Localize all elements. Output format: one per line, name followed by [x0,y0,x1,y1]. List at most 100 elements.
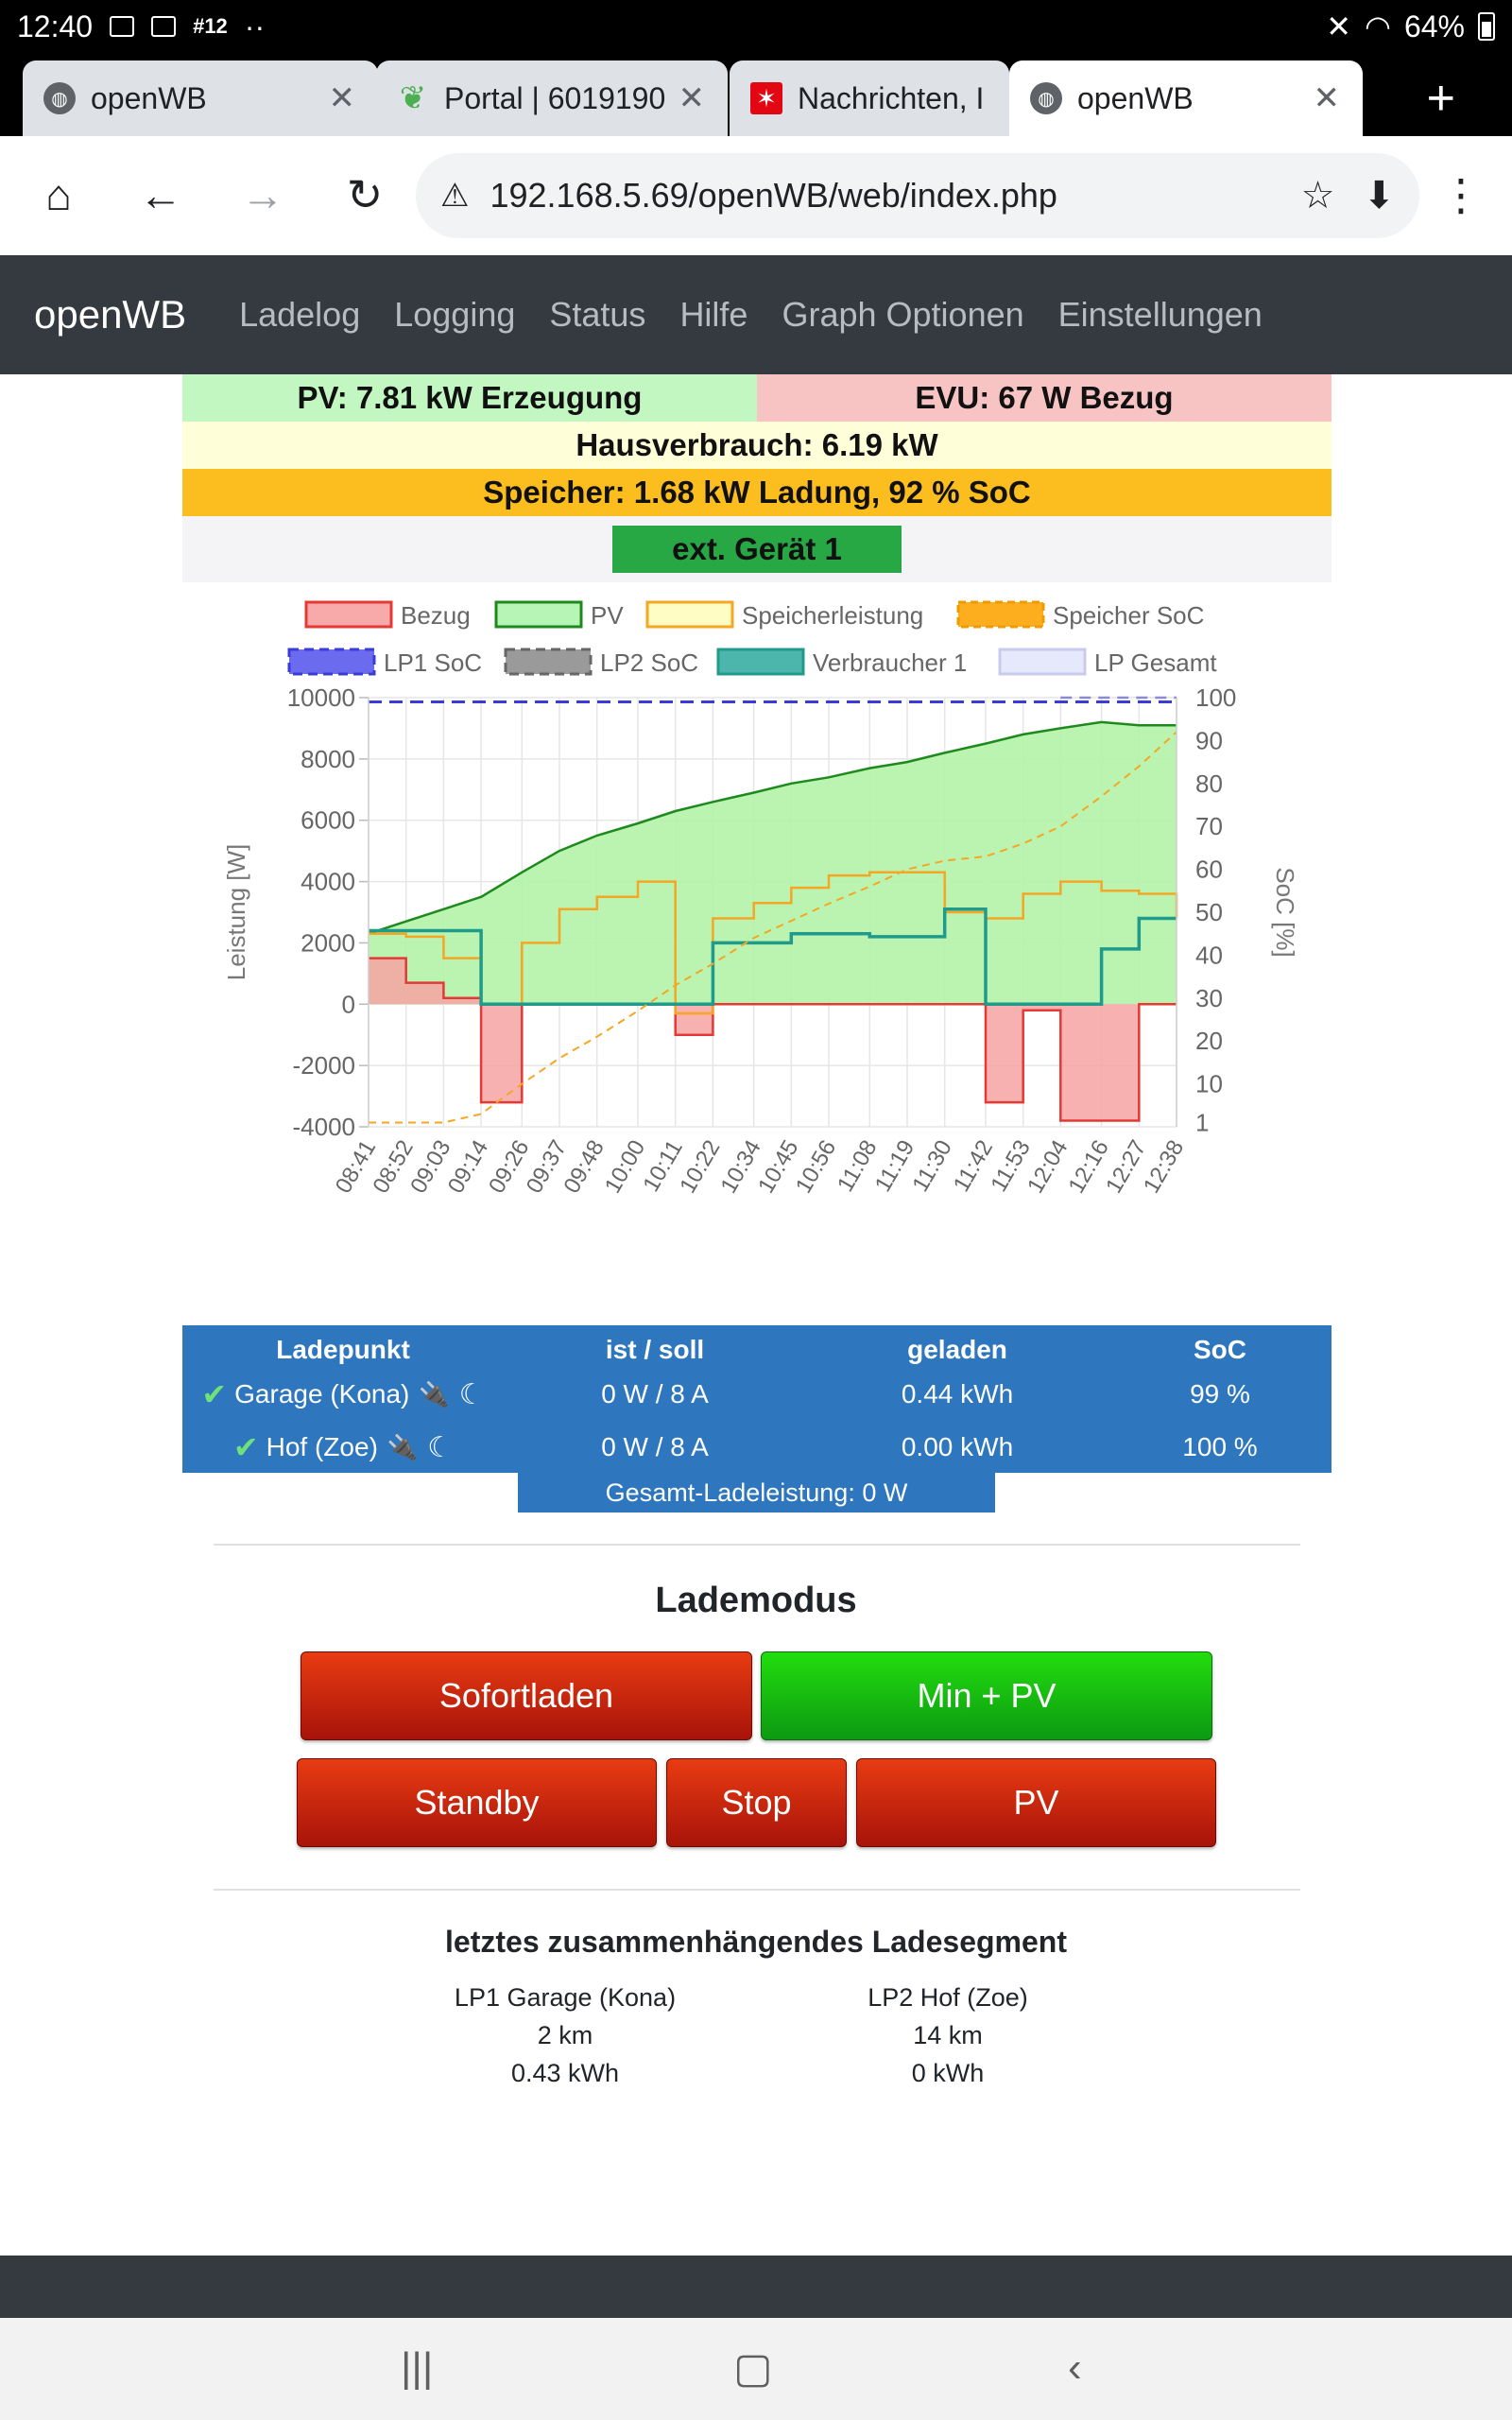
menu-dots-icon[interactable]: ⋮ [1439,170,1483,219]
segment-lp1-name: LP1 Garage (Kona) [454,1983,677,2012]
header-ist-soll: ist / soll [605,1335,705,1364]
back-arrow-icon[interactable]: ← [139,170,182,219]
table-row[interactable]: ✔ Garage (Kona) 🔌 ☾ 0 W / 8 A 0.44 kWh 9… [182,1372,1332,1417]
forward-arrow-icon[interactable]: → [241,170,284,219]
segment-lp2-km: 14 km [913,2021,983,2049]
divider [214,1544,1300,1546]
segment-lp2-kwh: 0 kWh [911,2059,985,2087]
browser-tab-strip: ◍ openWB ✕ ❦ Portal | 6019190 ✕ ✶ Nachri… [0,53,1512,136]
tab-portal[interactable]: ❦ Portal | 6019190 ✕ [376,60,728,136]
notification-count: #12 [193,14,228,38]
nav-hilfe[interactable]: Hilfe [679,295,748,334]
table-row[interactable]: ✔ Hof (Zoe) 🔌 ☾ 0 W / 8 A 0.00 kWh 100 % [182,1425,1332,1470]
plug-icon: 🔌 [387,1432,419,1461]
y2-tick-label: 40 [1195,941,1223,969]
lp-name-cell[interactable]: ✔ Hof (Zoe) 🔌 ☾ [182,1425,504,1470]
y-tick-label: 6000 [301,806,355,835]
nav-logging[interactable]: Logging [394,295,516,334]
standby-button[interactable]: Standby [297,1758,657,1847]
tab-title: openWB [91,80,207,115]
lp-name: Hof (Zoe) [266,1432,378,1461]
legend-label: Speicher SoC [1053,601,1204,630]
segment-lp2-name: LP2 Hof (Zoe) [868,1983,1028,2012]
y2-axis-label: SoC [%] [1271,867,1299,957]
bezug-line [369,957,1177,1122]
download-icon[interactable]: ⬇ [1363,175,1395,216]
openwb-navbar: openWB Ladelog Logging Status Hilfe Grap… [0,255,1512,374]
pv-area [369,721,1177,1005]
back-button-icon[interactable]: ‹ [1068,2344,1082,2391]
close-tab-icon[interactable]: ✕ [678,80,706,116]
nav-ladelog[interactable]: Ladelog [239,295,361,334]
close-tab-icon[interactable]: ✕ [328,80,356,116]
header-ladepunkt: Ladepunkt [276,1335,410,1364]
close-tab-icon[interactable]: ✕ [1313,80,1341,116]
y-axis-label: Leistung [W] [222,844,250,981]
y2-tick-label: 90 [1195,726,1223,754]
home-icon[interactable]: ⌂ [45,170,72,219]
pv-button[interactable]: PV [856,1758,1216,1847]
legend-swatch [494,600,583,629]
legend-label: LP Gesamt [1094,648,1217,677]
hausverbrauch-status: Hausverbrauch: 6.19 kW [182,422,1332,469]
y-tick-label: -4000 [293,1113,356,1141]
address-bar[interactable]: ⚠ 192.168.5.69/openWB/web/index.php ☆ ⬇ [416,153,1419,238]
bookmark-star-icon[interactable]: ☆ [1300,175,1335,216]
header-geladen: geladen [907,1335,1007,1364]
legend-label: LP1 SoC [384,648,482,677]
tab-title: Nachrichten, I [798,80,985,115]
lp-name-cell[interactable]: ✔ Garage (Kona) 🔌 ☾ [182,1372,504,1417]
url-text[interactable]: 192.168.5.69/openWB/web/index.php [490,176,1057,215]
lp-soc: 99 % [1190,1379,1250,1409]
segment-lp1-km: 2 km [537,2021,593,2049]
speicher-soc-line [369,731,1177,1124]
battery-icon [1478,12,1495,41]
legend-swatch [998,648,1087,676]
nav-einstellungen[interactable]: Einstellungen [1057,295,1263,334]
legend-label: PV [591,601,624,630]
y-tick-label: 0 [342,990,355,1018]
mute-icon: ✕ [1326,9,1352,43]
home-button-icon[interactable]: ▢ [733,2345,773,2392]
nav-status[interactable]: Status [549,295,646,334]
ladesegment-title: letztes zusammenhängendes Ladesegment [445,1925,1067,1959]
legend-swatch [504,648,593,676]
legend-swatch [716,648,805,676]
reload-icon[interactable]: ↻ [346,170,384,219]
plug-icon: 🔌 [419,1379,450,1409]
header-soc: SoC [1194,1335,1246,1364]
clock: 12:40 [17,9,94,43]
ext-device-button[interactable]: ext. Gerät 1 [612,526,902,573]
y-tick-label: -2000 [293,1051,356,1080]
recent-apps-icon[interactable]: ||| [401,2344,434,2391]
tab-nachrichten[interactable]: ✶ Nachrichten, I [730,60,1009,136]
not-secure-warning-icon[interactable]: ⚠ [440,178,470,214]
brand-logo[interactable]: openWB [34,292,187,337]
y-tick-label: 8000 [301,745,355,773]
stop-button[interactable]: Stop [666,1758,847,1847]
min-pv-button[interactable]: Min + PV [761,1651,1212,1740]
lp-geladen: 0.44 kWh [901,1379,1014,1409]
lp-geladen: 0.00 kWh [901,1432,1014,1461]
nav-graph-optionen[interactable]: Graph Optionen [782,295,1024,334]
tab-openwb-active[interactable]: ◍ openWB ✕ [1009,60,1363,136]
bezug-area [369,958,1177,1121]
ext-device-area: ext. Gerät 1 [182,516,1332,582]
leaf-icon: ❦ [399,80,427,116]
tab-title: Portal | 6019190 [444,80,666,115]
tab-openwb-1[interactable]: ◍ openWB ✕ [23,60,378,136]
divider [214,1889,1300,1891]
chart-lines [368,696,1178,1124]
lp-name: Garage (Kona) [234,1379,410,1409]
legend-swatch [304,600,393,629]
chart-svg: Bezug PV Speicherleistung Speicher SoC LP1 S… [222,600,1299,1198]
table-header: Ladepunkt ist / soll geladen SoC [182,1327,1332,1373]
new-tab-button[interactable]: + [1426,71,1455,126]
sofortladen-button[interactable]: Sofortladen [301,1651,752,1740]
gesamt-ladeleistung: Gesamt-Ladeleistung: 0 W [518,1473,995,1512]
segment-lp1: LP1 Garage (Kona) 2 km 0.43 kWh [376,1979,754,2092]
chart-areas [369,721,1177,1121]
y-tick-label: 4000 [301,868,355,896]
app-notification-icon [151,16,177,37]
lp-soc: 100 % [1182,1432,1258,1461]
